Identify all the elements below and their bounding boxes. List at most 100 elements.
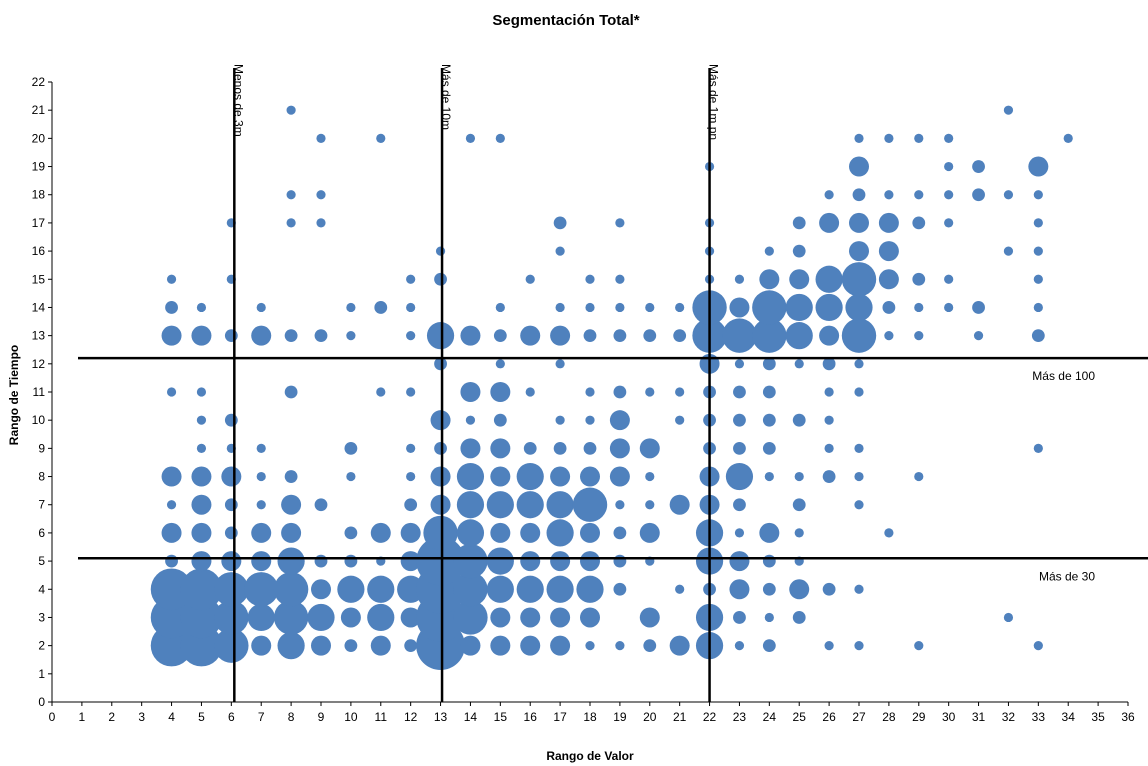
data-bubble [825,387,834,396]
data-bubble [490,438,510,458]
data-bubble [547,519,574,546]
data-bubble [1028,157,1048,177]
x-tick-label: 19 [613,710,627,724]
y-tick-label: 1 [38,667,45,681]
data-bubble [640,607,660,627]
data-bubble [431,495,451,515]
data-bubble [849,213,869,233]
data-bubble [556,246,565,255]
data-bubble [789,269,809,289]
data-bubble [793,611,806,624]
data-bubble [733,414,746,427]
data-bubble [315,555,328,568]
data-bubble [431,467,451,487]
data-bubble [337,576,364,603]
data-bubble [490,523,510,543]
data-bubble [823,583,836,596]
data-bubble [854,134,863,143]
data-bubble [944,162,953,171]
x-tick-label: 20 [643,710,657,724]
data-bubble [346,472,355,481]
data-bubble [556,416,565,425]
data-bubble [376,387,385,396]
data-bubble [825,641,834,650]
y-tick-label: 7 [38,498,45,512]
data-bubble [613,329,626,342]
data-bubble [457,491,484,518]
data-bubble [793,498,806,511]
x-tick-label: 9 [318,710,325,724]
data-bubble [431,410,451,430]
x-tick-label: 32 [1002,710,1016,724]
data-bubble [406,303,415,312]
data-bubble [763,386,776,399]
data-bubble [585,416,594,425]
data-bubble [251,636,271,656]
data-bubble [554,217,567,230]
data-bubble [278,547,305,574]
data-bubble [556,359,565,368]
data-bubble [547,576,574,603]
data-bubble [944,134,953,143]
data-bubble [972,188,985,201]
data-bubble [854,500,863,509]
data-bubble [879,213,899,233]
data-bubble [490,607,510,627]
x-tick-label: 16 [524,710,538,724]
x-tick-label: 31 [972,710,986,724]
data-bubble [615,275,624,284]
data-bubble [854,472,863,481]
data-bubble [346,303,355,312]
data-bubble [457,463,484,490]
data-bubble [1004,106,1013,115]
data-bubble [434,273,447,286]
data-bubble [466,134,475,143]
x-tick-label: 8 [288,710,295,724]
data-bubble [225,414,238,427]
data-bubble [221,467,241,487]
data-bubble [765,613,774,622]
data-bubble [613,527,626,540]
data-bubble [165,301,178,314]
data-bubble [346,331,355,340]
data-bubble [645,303,654,312]
data-bubble [795,359,804,368]
data-bubble [670,636,690,656]
data-bubble [675,416,684,425]
x-tick-label: 7 [258,710,265,724]
data-bubble [191,467,211,487]
data-bubble [550,551,570,571]
y-tick-label: 3 [38,610,45,624]
data-bubble [615,218,624,227]
data-bubble [162,326,182,346]
data-bubble [367,576,394,603]
data-bubble [460,636,480,656]
x-tick-label: 34 [1062,710,1076,724]
y-tick-label: 15 [32,272,46,286]
data-bubble [825,416,834,425]
data-bubble [460,438,480,458]
x-tick-label: 12 [404,710,418,724]
data-bubble [823,470,836,483]
data-bubble [912,217,925,230]
data-bubble [344,639,357,652]
data-bubble [1004,190,1013,199]
data-bubble [520,551,540,571]
data-bubble [615,641,624,650]
data-bubble [842,262,876,296]
vertical-line-label: Más de 10m [439,64,453,130]
data-bubble [584,329,597,342]
x-tick-label: 1 [79,710,86,724]
y-tick-label: 22 [32,75,46,89]
horizontal-line-label: Más de 100 [1032,369,1095,383]
x-tick-label: 25 [793,710,807,724]
data-bubble [763,639,776,652]
x-tick-label: 4 [168,710,175,724]
data-bubble [162,467,182,487]
data-bubble [1034,246,1043,255]
data-bubble [197,303,206,312]
data-bubble [1034,641,1043,650]
data-bubble [281,523,301,543]
data-bubble [610,410,630,430]
data-bubble [585,303,594,312]
